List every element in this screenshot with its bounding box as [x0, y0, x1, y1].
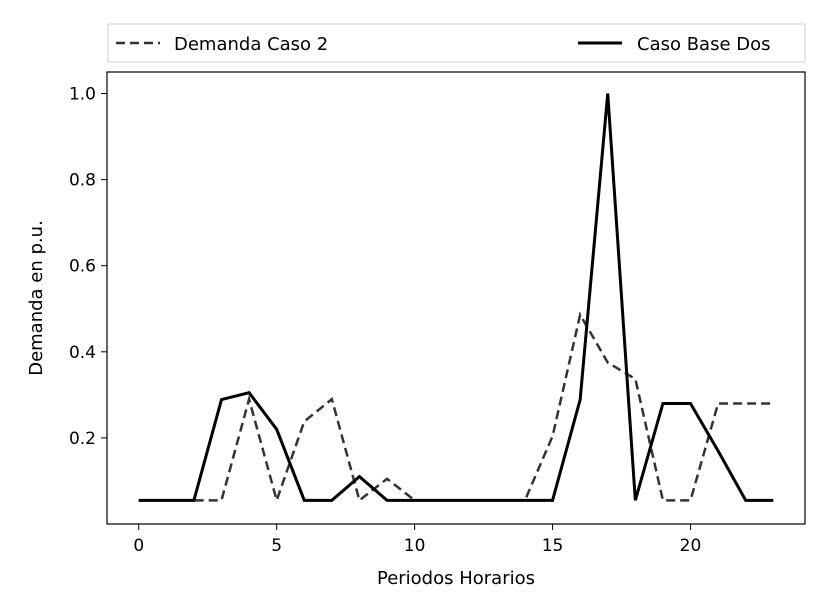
x-tick-label: 15: [542, 536, 564, 556]
x-tick-label: 10: [404, 536, 426, 556]
y-tick-label: 0.2: [69, 429, 96, 449]
legend-box: [107, 23, 806, 63]
legend-label-1: Caso Base Dos: [637, 34, 771, 55]
legend-label-0: Demanda Caso 2: [174, 34, 328, 55]
y-axis-label: Demanda en p.u.: [26, 220, 47, 376]
y-tick-label: 0.8: [69, 171, 96, 191]
y-tick-label: 0.6: [69, 257, 96, 277]
legend: Demanda Caso 2 Caso Base Dos: [107, 23, 806, 63]
series-line-1: [138, 93, 774, 502]
plot-frame: [106, 71, 806, 525]
x-tick-label: 5: [271, 536, 282, 556]
x-tick-label: 20: [680, 536, 702, 556]
x-axis-label: Periodos Horarios: [377, 568, 535, 589]
y-tick-label: 0.4: [69, 343, 96, 363]
y-tick-label: 1.0: [69, 85, 96, 105]
x-tick-label: 0: [133, 536, 144, 556]
series-line-0: [138, 311, 774, 505]
